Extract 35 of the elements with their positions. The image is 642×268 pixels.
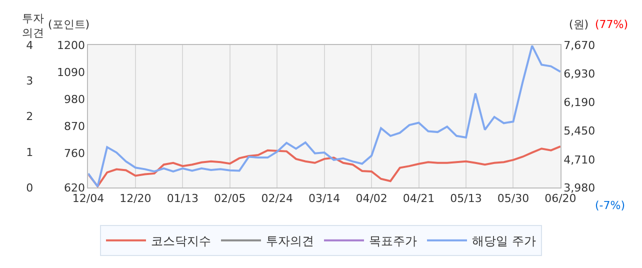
y2-tick-label: 760	[64, 147, 86, 160]
y-axis-title: 투자 의견	[22, 12, 44, 40]
y3-axis-title: (원)	[569, 18, 589, 31]
y-tick-label: 0	[26, 182, 34, 195]
x-tick-label: 01/13	[166, 192, 199, 205]
y-tick-label: 2	[26, 110, 34, 124]
y3-tick-label: 7,670	[564, 38, 596, 52]
line-series	[88, 45, 560, 188]
legend-label: 해당일 주가	[472, 234, 536, 248]
legend-label: 투자의견	[266, 234, 314, 248]
text: (77%)	[595, 18, 628, 31]
y2-tick-label: 1090	[57, 66, 86, 79]
y3-tick-label: 6,930	[564, 67, 596, 80]
y3-tick-label: 5,450	[564, 124, 596, 138]
x-tick-label: 05/13	[450, 192, 482, 205]
line-series	[88, 145, 560, 188]
y2-tick-label: 980	[64, 93, 86, 106]
y-tick-label: 4	[26, 38, 34, 52]
legend-label: 목표주가	[369, 234, 417, 248]
y-tick-label: 3	[26, 74, 34, 88]
y-tick-label: 1	[26, 146, 34, 159]
legend-label: 코스닥지수	[151, 234, 211, 248]
x-tick-label: 04/02	[356, 192, 388, 205]
x-tick-label: 02/05	[214, 192, 246, 205]
x-tick-label: 04/21	[402, 192, 435, 205]
x-tick-label: 02/24	[261, 192, 293, 205]
y3-tick-label: 4,710	[564, 153, 596, 166]
y2-axis-title: (포인트)	[48, 18, 90, 31]
y2-tick-label: 870	[64, 120, 86, 134]
x-tick-label: 03/14	[308, 192, 340, 205]
text: (-7%)	[595, 199, 626, 212]
y2-tick-label: 1200	[57, 38, 86, 52]
x-tick-label: 12/20	[120, 192, 152, 205]
x-tick-label: 05/30	[497, 192, 530, 205]
y3-tick-label: 6,190	[564, 96, 596, 110]
